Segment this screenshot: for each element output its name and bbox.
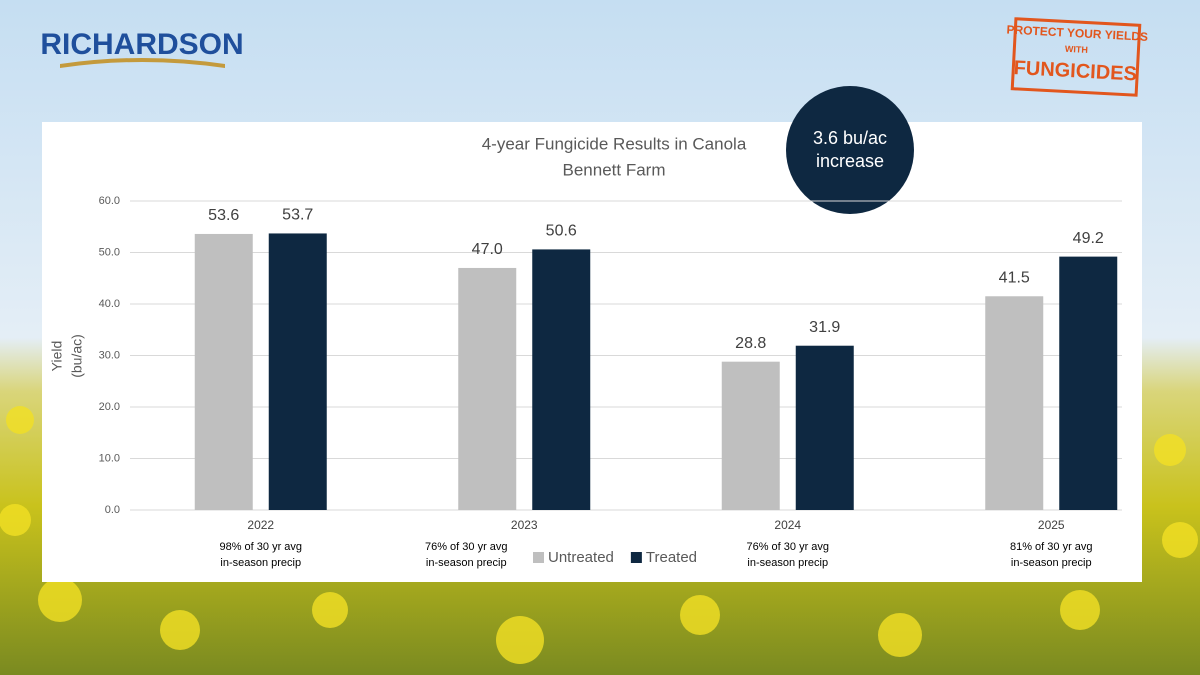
legend-label: Treated: [646, 549, 697, 566]
x-tick-label: 2025: [1038, 518, 1065, 532]
y-tick-label: 20.0: [99, 401, 120, 413]
bar: [458, 267, 517, 510]
badge-border: [1010, 17, 1142, 97]
legend-swatch: [533, 552, 544, 563]
annotation: 3.6 bu/ac: [813, 128, 887, 148]
y-tick-label: 30.0: [99, 349, 120, 361]
bar: [795, 345, 854, 510]
y-tick-label: 0.0: [105, 504, 120, 516]
x-tick-label: 2022: [247, 518, 274, 532]
category-note: 81% of 30 yr avg: [1010, 541, 1093, 553]
logo: RICHARDSON: [40, 28, 243, 61]
category-note: 98% of 30 yr avg: [219, 541, 302, 553]
x-tick-label: 2023: [511, 518, 538, 532]
category-note: in-season precip: [1011, 557, 1092, 569]
value-label: 53.7: [282, 207, 313, 224]
bar: [1059, 256, 1118, 510]
category-note: in-season precip: [426, 557, 507, 569]
value-label: 50.6: [546, 223, 577, 240]
value-label: 31.9: [809, 319, 840, 336]
annotation: increase: [816, 151, 884, 171]
y-tick-label: 40.0: [99, 298, 120, 310]
x-tick-label: 2024: [774, 518, 801, 532]
value-label: 41.5: [999, 269, 1030, 286]
chart-subtitle: Bennett Farm: [563, 160, 666, 179]
category-note: 76% of 30 yr avg: [425, 541, 508, 553]
category-note: 76% of 30 yr avg: [746, 541, 829, 553]
value-label: 28.8: [735, 335, 766, 352]
chart-title: 4-year Fungicide Results in Canola: [482, 134, 747, 153]
y-tick-label: 50.0: [99, 246, 120, 258]
category-note: in-season precip: [747, 557, 828, 569]
legend-swatch: [630, 552, 642, 563]
bar: [532, 249, 591, 510]
value-label: 49.2: [1073, 230, 1104, 247]
flowers: [0, 406, 1198, 664]
bar: [985, 296, 1044, 510]
value-label: 53.6: [208, 207, 239, 224]
bar: [194, 233, 253, 510]
value-label: 47.0: [472, 241, 503, 258]
annotation-circle: [786, 86, 914, 214]
bar: [721, 361, 780, 510]
y-tick-label: 60.0: [99, 195, 120, 207]
y-tick-label: 10.0: [99, 452, 120, 464]
y-axis-label: Yield: [49, 341, 65, 372]
y-axis-label: (bu/ac): [69, 334, 85, 378]
legend-label: Untreated: [548, 549, 614, 566]
badge-text: WITH: [1065, 44, 1088, 55]
bar: [268, 233, 327, 510]
category-note: in-season precip: [220, 557, 301, 569]
logo-swoosh: [60, 58, 225, 68]
